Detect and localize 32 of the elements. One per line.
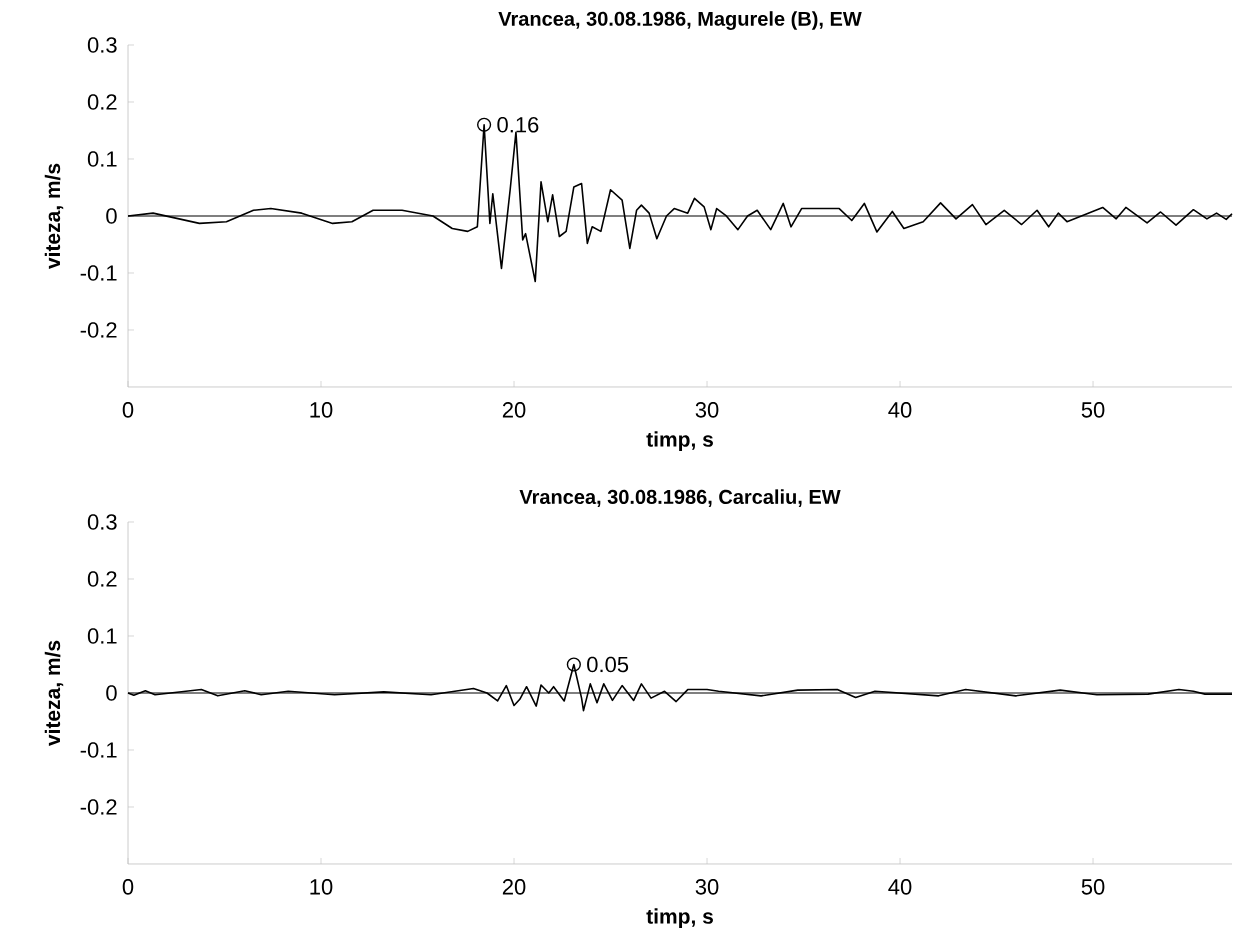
chart-title: Vrancea, 30.08.1986, Carcaliu, EW <box>519 489 841 507</box>
y-tick-label: 0.2 <box>87 571 117 587</box>
x-tick-label: 20 <box>502 402 526 418</box>
x-tick-label: 40 <box>888 402 912 418</box>
x-tick-label: 50 <box>1081 402 1105 418</box>
x-tick-label: 30 <box>695 402 719 418</box>
y-tick-label: -0.2 <box>80 322 117 338</box>
x-axis-title: timp, s <box>646 431 713 451</box>
y-tick-label: 0 <box>106 685 117 701</box>
x-axis-title: timp, s <box>646 908 713 928</box>
y-tick-label: 0.3 <box>87 514 117 530</box>
x-tick-label: 0 <box>122 879 134 895</box>
chart-title: Vrancea, 30.08.1986, Magurele (B), EW <box>498 11 862 30</box>
y-tick-label: -0.2 <box>80 799 117 815</box>
x-tick-label: 30 <box>695 879 719 895</box>
y-tick-label: 0.3 <box>87 37 117 53</box>
y-tick-label: 0.1 <box>87 628 117 644</box>
x-tick-label: 40 <box>888 879 912 895</box>
y-tick-label: -0.1 <box>80 265 117 281</box>
y-tick-label: 0.1 <box>87 151 117 167</box>
x-tick-label: 20 <box>502 879 526 895</box>
x-tick-label: 10 <box>310 879 333 895</box>
y-tick-label: 0 <box>106 208 117 224</box>
x-tick-label: 50 <box>1081 879 1105 895</box>
y-axis-title: viteza, m/s <box>44 640 64 746</box>
y-tick-label: -0.1 <box>80 742 117 758</box>
y-axis-title: viteza, m/s <box>44 163 64 269</box>
x-tick-label: 0 <box>122 402 134 418</box>
annotation: 0.05 <box>587 656 629 673</box>
y-tick-label: 0.2 <box>87 94 117 110</box>
x-tick-label: 10 <box>310 402 333 418</box>
annotation: 0.16 <box>497 117 539 133</box>
